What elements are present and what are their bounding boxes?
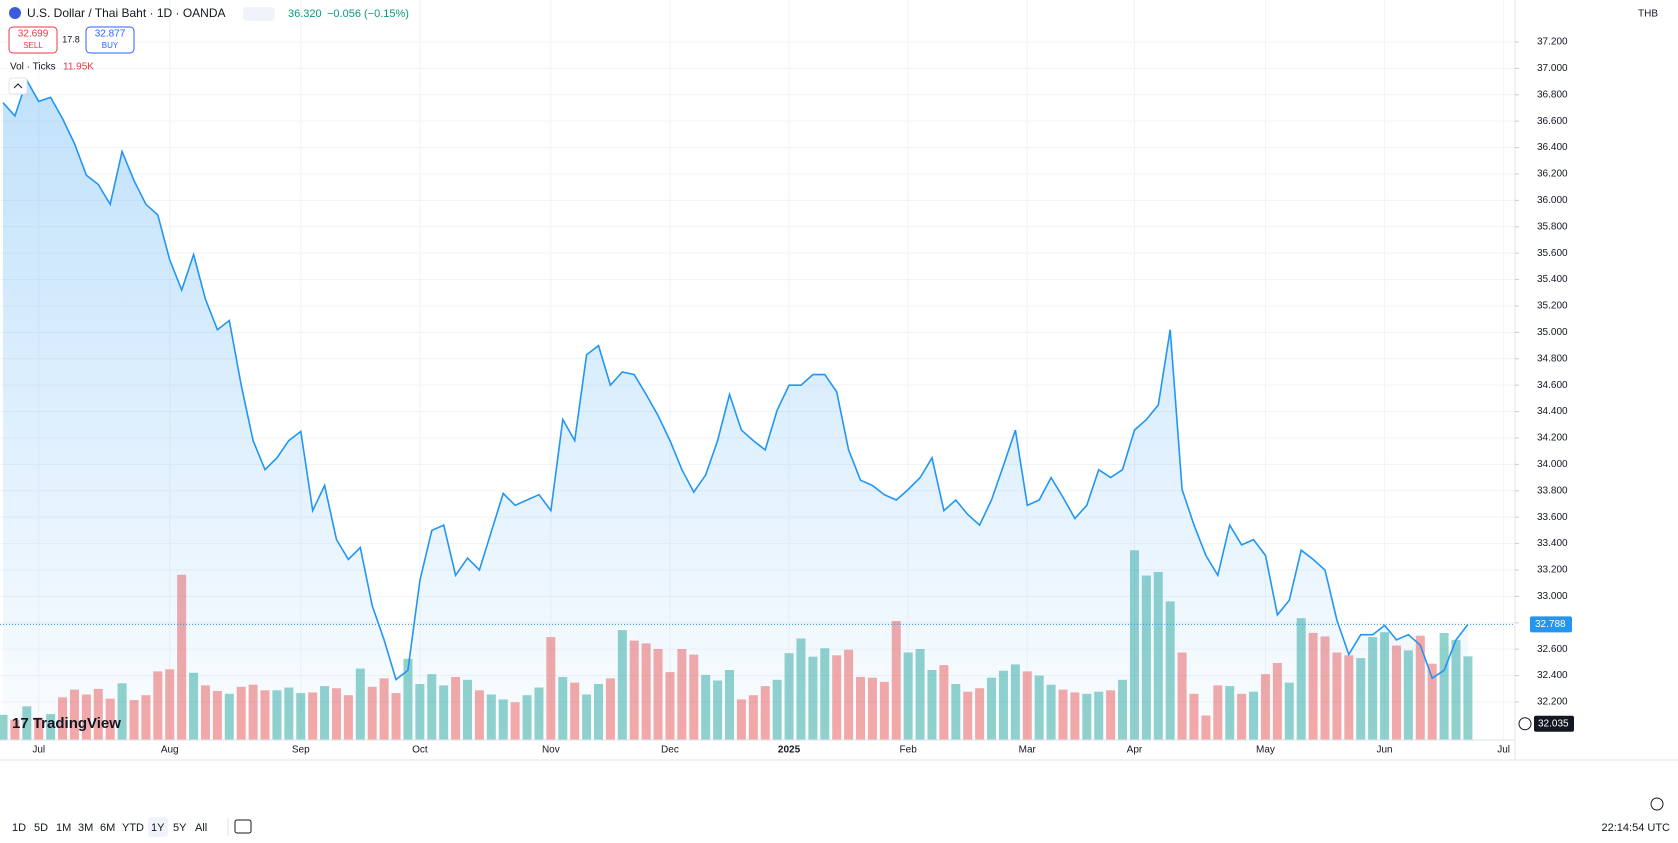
spread: 17.8	[62, 34, 80, 44]
collapse-button[interactable]	[8, 77, 28, 95]
toolbar: 1D 5D 1M 3M 6M YTD 1Y 5Y All	[12, 817, 229, 837]
x-tick-label: Feb	[900, 745, 918, 756]
symbol[interactable]: U.S. Dollar / Thai Baht · 1D · OANDA	[27, 6, 226, 20]
buy-button[interactable]	[85, 26, 135, 54]
y-tick-label: 33.400	[1537, 538, 1568, 549]
y-tick-label: 35.600	[1537, 248, 1568, 259]
x-tick-label: Mar	[1019, 745, 1037, 756]
x-tick-label: Aug	[161, 745, 179, 756]
y-tick-label: 36.200	[1537, 169, 1568, 180]
y-tick-label: 34.800	[1537, 353, 1568, 364]
range-button[interactable]: 6M	[100, 822, 115, 834]
y-tick-label: 37.000	[1537, 63, 1568, 74]
range-button[interactable]: 5D	[34, 822, 48, 834]
x-tick-label: Sep	[292, 745, 310, 756]
last-price-box	[1530, 616, 1572, 633]
y-tick-label: 35.000	[1537, 327, 1568, 338]
buy-label[interactable]: BUY	[102, 41, 119, 50]
x-tick-label: Jul	[32, 745, 45, 756]
range-button[interactable]: 5Y	[173, 822, 187, 834]
y-tick-label: 34.400	[1537, 406, 1568, 417]
settings-icon[interactable]	[1650, 797, 1664, 811]
last-price: 36.320	[288, 8, 322, 20]
x-tick-label: Jun	[1376, 745, 1392, 756]
y-tick-label: 37.200	[1537, 37, 1568, 48]
range-button[interactable]: YTD	[122, 822, 144, 834]
logo: 17 TradingView	[12, 715, 121, 732]
y-tick-label: 32.600	[1537, 644, 1568, 655]
y-tick-label: 33.200	[1537, 565, 1568, 576]
volume-bar	[1463, 656, 1473, 740]
price-line	[2, 78, 1469, 681]
currency[interactable]: THB	[1638, 9, 1658, 20]
x-tick-label: Jul	[1497, 745, 1510, 756]
crosshair-label: 32.035	[1538, 718, 1569, 729]
sell-price[interactable]: 32.699	[18, 29, 49, 40]
sell-label[interactable]: SELL	[23, 41, 43, 50]
range-active	[148, 817, 168, 837]
x-tick-label: Dec	[661, 745, 679, 756]
crosshair-box	[1534, 715, 1574, 732]
y-tick-label: 34.000	[1537, 459, 1568, 470]
y-tick-label: 33.000	[1537, 591, 1568, 602]
y-tick-label: 35.800	[1537, 221, 1568, 232]
y-tick-label: 35.400	[1537, 274, 1568, 285]
range-button[interactable]: 1M	[56, 822, 71, 834]
last-price-label: 32.788	[1535, 619, 1566, 630]
range-button[interactable]: 1D	[12, 822, 26, 834]
y-tick-label: 36.400	[1537, 142, 1568, 153]
y-tick-label: 36.000	[1537, 195, 1568, 206]
range-button[interactable]: 3M	[78, 822, 93, 834]
status-badge	[243, 7, 275, 21]
flag-icon	[9, 7, 21, 19]
crosshair-add	[1518, 717, 1532, 731]
y-tick-label: 33.600	[1537, 512, 1568, 523]
change: −0.056 (−0.15%)	[327, 8, 409, 20]
range-button[interactable]: All	[195, 822, 207, 834]
x-tick-label: Oct	[412, 745, 428, 756]
y-tick-label: 32.200	[1537, 697, 1568, 708]
range-button[interactable]: 1Y	[151, 822, 165, 834]
y-tick-label: 32.400	[1537, 670, 1568, 681]
y-tick-label: 35.200	[1537, 301, 1568, 312]
currency-button[interactable]	[1630, 4, 1670, 24]
clock: 22:14:54 UTC	[1602, 822, 1671, 834]
collapse-icon	[13, 83, 23, 89]
x-tick-label: Nov	[542, 745, 560, 756]
x-tick-label: 2025	[778, 745, 801, 756]
y-tick-label: 34.600	[1537, 380, 1568, 391]
y-tick-label: 33.800	[1537, 485, 1568, 496]
y-tick-label: 36.800	[1537, 89, 1568, 100]
area	[3, 80, 1468, 741]
y-tick-label: 36.600	[1537, 116, 1568, 127]
x-tick-label: Apr	[1127, 745, 1143, 756]
buy-price[interactable]: 32.877	[95, 29, 126, 40]
sell-button[interactable]	[8, 26, 58, 54]
plot-area	[0, 0, 1515, 741]
y-tick-label: 34.200	[1537, 433, 1568, 444]
volume-label: Vol · Ticks	[10, 62, 56, 73]
calendar-icon[interactable]	[234, 819, 252, 834]
volume-value: 11.95K	[63, 62, 94, 73]
x-tick-label: May	[1256, 745, 1275, 756]
